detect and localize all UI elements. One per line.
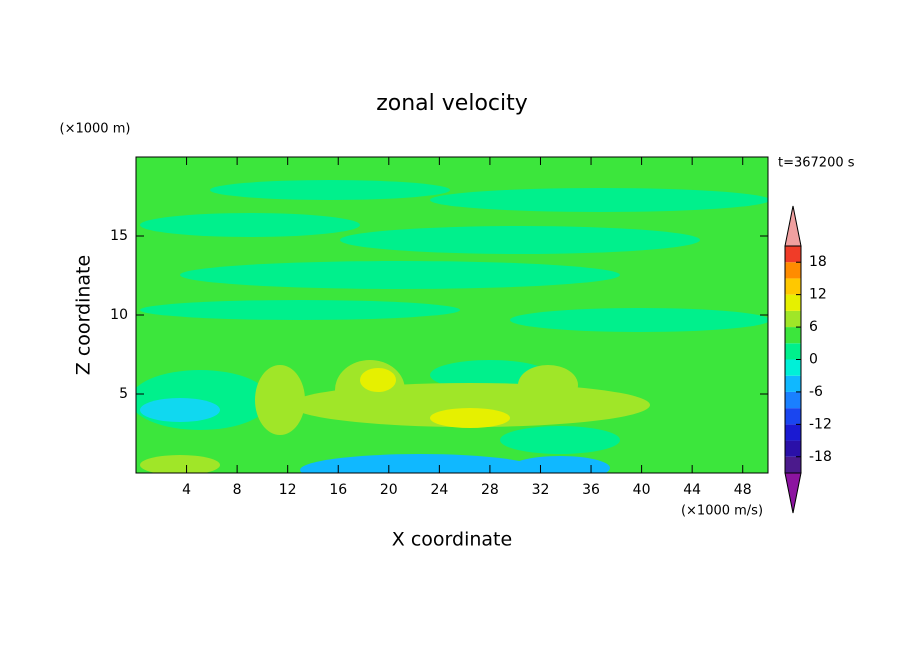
colorbar-extend-high: [784, 205, 802, 247]
chart-title: zonal velocity: [376, 91, 528, 116]
x-tick-label: 32: [532, 482, 550, 498]
x-tick-label: 4: [182, 482, 191, 498]
colorbar-band: [785, 343, 801, 360]
y-unit: (×1000 m): [60, 122, 131, 137]
colorbar-tick-label: 6: [809, 319, 818, 335]
x-tick-label: 20: [380, 482, 398, 498]
y-tick-label: 5: [119, 386, 128, 402]
colorbar-tick-label: -12: [809, 416, 832, 432]
x-tick-label: 12: [279, 482, 297, 498]
x-tick-label: 16: [329, 482, 347, 498]
colorbar-band: [785, 359, 801, 376]
x-tick-label: 36: [582, 482, 600, 498]
x-unit: (×1000 m/s): [681, 504, 763, 519]
x-tick-label: 24: [430, 482, 448, 498]
colorbar-band: [785, 391, 801, 409]
colorbar-band: [785, 327, 801, 344]
x-tick-label: 40: [633, 482, 651, 498]
x-tick-label: 48: [734, 482, 752, 498]
colorbar-tick-label: 18: [809, 254, 827, 270]
colorbar-band: [785, 246, 801, 263]
y-axis-label: Z coordinate: [73, 255, 95, 375]
x-tick-label: 44: [683, 482, 701, 498]
colorbar-band: [785, 294, 801, 311]
x-tick-label: 8: [233, 482, 242, 498]
time-label: t=367200 s: [778, 156, 855, 171]
colorbar-band: [785, 278, 801, 295]
colorbar-band: [785, 440, 801, 457]
x-axis-label: X coordinate: [392, 529, 512, 551]
colorbar-band: [785, 424, 801, 441]
colorbar-band: [785, 456, 801, 473]
y-tick-label: 10: [110, 307, 128, 323]
colorbar-band: [785, 310, 801, 328]
y-tick-label: 15: [110, 228, 128, 244]
contour-field: [136, 157, 768, 473]
colorbar-band: [785, 262, 801, 279]
colorbar-band: [785, 375, 801, 392]
colorbar-tick-label: -18: [809, 449, 832, 465]
colorbar-tick-label: -6: [809, 384, 823, 400]
colorbar-tick-label: 0: [809, 352, 818, 368]
x-tick-label: 28: [481, 482, 499, 498]
colorbar-band: [785, 408, 801, 425]
colorbar-tick-label: 12: [809, 287, 827, 303]
colorbar-extend-low: [784, 472, 802, 514]
